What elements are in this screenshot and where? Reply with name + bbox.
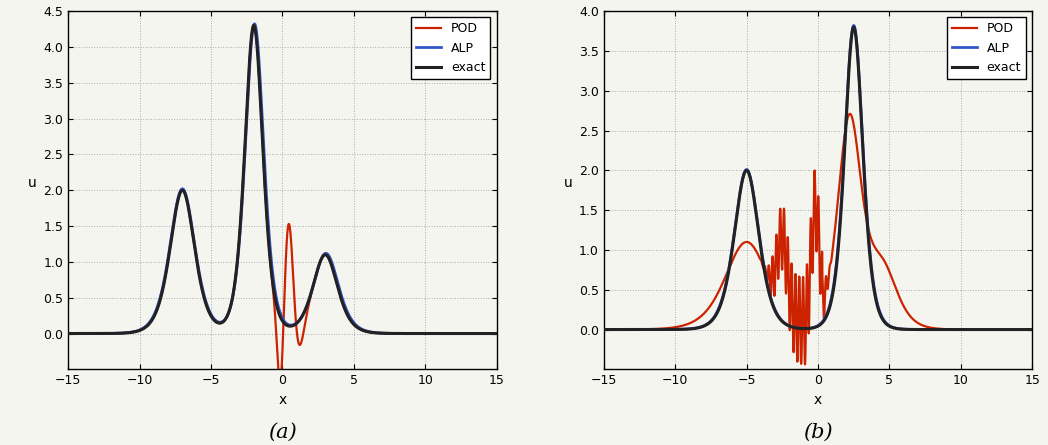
ALP — [62, 331, 74, 336]
exact — [247, 23, 260, 28]
ALP — [597, 327, 610, 332]
exact — [436, 331, 449, 336]
ALP — [848, 23, 860, 28]
POD — [62, 331, 74, 336]
Line: ALP: ALP — [604, 25, 1032, 330]
Line: POD: POD — [68, 25, 497, 382]
POD — [226, 295, 239, 300]
exact — [762, 287, 774, 292]
ALP — [672, 327, 684, 332]
ALP — [482, 331, 495, 336]
ALP — [490, 331, 503, 336]
exact — [781, 322, 793, 328]
exact — [245, 38, 258, 44]
ALP — [781, 322, 793, 327]
POD — [844, 111, 856, 117]
exact — [597, 327, 610, 332]
ALP — [245, 44, 258, 50]
ALP — [1018, 327, 1030, 332]
ALP — [136, 326, 149, 331]
exact — [136, 327, 149, 332]
Line: exact: exact — [68, 25, 497, 333]
exact — [1018, 327, 1030, 332]
exact — [62, 331, 74, 336]
POD — [136, 327, 149, 332]
POD — [245, 38, 258, 44]
POD — [597, 327, 610, 332]
POD — [971, 327, 984, 332]
ALP — [436, 331, 449, 336]
exact — [647, 327, 659, 332]
POD — [111, 331, 124, 336]
POD — [274, 380, 286, 385]
ALP — [647, 327, 659, 332]
Line: exact: exact — [604, 27, 1032, 330]
POD — [799, 362, 811, 367]
POD — [762, 268, 774, 274]
POD — [1026, 327, 1039, 332]
Legend: POD, ALP, exact: POD, ALP, exact — [946, 17, 1026, 79]
Legend: POD, ALP, exact: POD, ALP, exact — [411, 17, 490, 79]
ALP — [971, 327, 984, 332]
exact — [848, 24, 860, 30]
POD — [672, 324, 684, 329]
X-axis label: x: x — [279, 393, 286, 407]
exact — [971, 327, 984, 332]
POD — [781, 273, 793, 279]
exact — [1026, 327, 1039, 332]
POD — [647, 326, 659, 332]
exact — [226, 295, 239, 300]
exact — [111, 331, 124, 336]
ALP — [226, 296, 239, 301]
POD — [436, 331, 449, 336]
exact — [482, 331, 495, 336]
Text: (a): (a) — [268, 423, 297, 442]
Line: ALP: ALP — [68, 24, 497, 333]
exact — [490, 331, 503, 336]
ALP — [1026, 327, 1039, 332]
Line: POD: POD — [604, 114, 1032, 364]
ALP — [111, 331, 124, 336]
POD — [490, 331, 503, 336]
X-axis label: x: x — [814, 393, 822, 407]
Y-axis label: u: u — [564, 176, 572, 190]
Y-axis label: u: u — [28, 176, 37, 190]
exact — [672, 327, 684, 332]
POD — [482, 331, 495, 336]
ALP — [762, 285, 774, 290]
POD — [247, 23, 260, 28]
ALP — [248, 21, 261, 27]
Text: (b): (b) — [803, 423, 833, 442]
POD — [1018, 327, 1030, 332]
